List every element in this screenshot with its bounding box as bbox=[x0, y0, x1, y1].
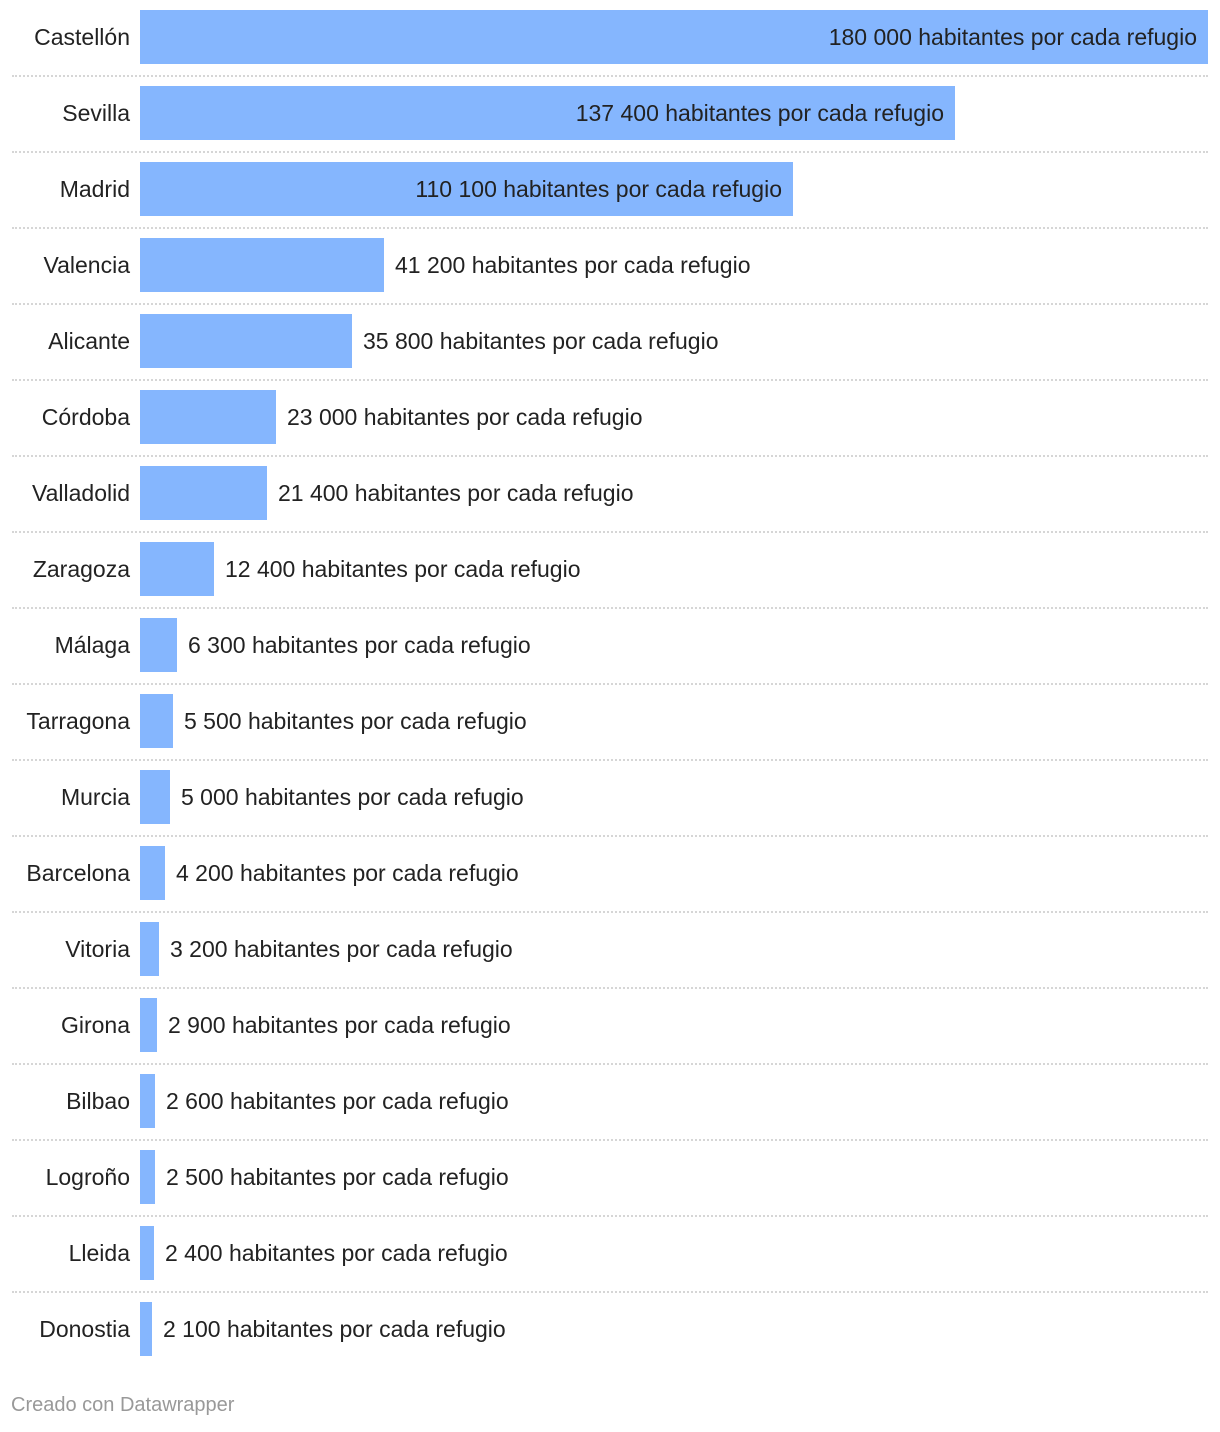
category-label: Donostia bbox=[39, 1316, 130, 1342]
row-divider bbox=[12, 75, 1208, 77]
category-label: Alicante bbox=[48, 328, 130, 354]
row-divider bbox=[12, 1063, 1208, 1065]
bar bbox=[140, 162, 793, 216]
category-label: Bilbao bbox=[66, 1088, 130, 1114]
data-label: 110 100 habitantes por cada refugio bbox=[415, 176, 782, 202]
bar-row: Málaga 6 300 habitantes por cada refugio bbox=[0, 608, 1220, 685]
bar bbox=[140, 86, 955, 140]
row-divider bbox=[12, 455, 1208, 457]
bar bbox=[140, 618, 177, 672]
bar-row: Alicante 35 800 habitantes por cada refug… bbox=[0, 304, 1220, 381]
data-label: 3 200 habitantes por cada refugio bbox=[170, 936, 513, 962]
data-label: 2 900 habitantes por cada refugio bbox=[168, 1012, 511, 1038]
data-label: 180 000 habitantes por cada refugio bbox=[828, 24, 1197, 50]
data-label: 2 400 habitantes por cada refugio bbox=[165, 1240, 508, 1266]
bar-row: Logroño 2 500 habitantes por cada refugio bbox=[0, 1140, 1220, 1217]
data-label: 41 200 habitantes por cada refugio bbox=[395, 252, 751, 278]
row-divider bbox=[12, 911, 1208, 913]
bar-row: Castellón 180 000 habitantes por cada ref… bbox=[0, 0, 1220, 77]
data-label: 35 800 habitantes por cada refugio bbox=[363, 328, 719, 354]
row-divider bbox=[12, 531, 1208, 533]
bar-row: Valladolid 21 400 habitantes por cada ref… bbox=[0, 456, 1220, 533]
bar bbox=[140, 770, 170, 824]
data-label: 12 400 habitantes por cada refugio bbox=[225, 556, 581, 582]
bar bbox=[140, 1074, 155, 1128]
data-label: 21 400 habitantes por cada refugio bbox=[278, 480, 634, 506]
row-divider bbox=[12, 683, 1208, 685]
bar-chart: Castellón 180 000 habitantes por cada ref… bbox=[0, 0, 1220, 1368]
row-divider bbox=[12, 303, 1208, 305]
bar bbox=[140, 10, 1208, 64]
data-label: 5 500 habitantes por cada refugio bbox=[184, 708, 527, 734]
bar bbox=[140, 922, 159, 976]
category-label: Madrid bbox=[59, 176, 130, 202]
bar-row: Zaragoza 12 400 habitantes por cada refug… bbox=[0, 532, 1220, 609]
bar bbox=[140, 846, 165, 900]
category-label: Valladolid bbox=[31, 480, 130, 506]
category-label: Málaga bbox=[54, 632, 130, 658]
bar bbox=[140, 542, 214, 596]
row-divider bbox=[12, 227, 1208, 229]
bar bbox=[140, 390, 276, 444]
category-label: Logroño bbox=[45, 1164, 130, 1190]
row-divider bbox=[12, 1291, 1208, 1293]
data-label: 2 100 habitantes por cada refugio bbox=[163, 1316, 506, 1342]
row-divider bbox=[12, 835, 1208, 837]
bar-row: Sevilla 137 400 habitantes por cada refug… bbox=[0, 76, 1220, 153]
category-label: Lleida bbox=[68, 1240, 130, 1266]
row-divider bbox=[12, 759, 1208, 761]
category-label: Barcelona bbox=[26, 860, 130, 886]
bar-row: Tarragona 5 500 habitantes por cada refug… bbox=[0, 684, 1220, 761]
data-label: 4 200 habitantes por cada refugio bbox=[176, 860, 519, 886]
row-divider bbox=[12, 379, 1208, 381]
category-label: Tarragona bbox=[26, 708, 130, 734]
bar-row: Murcia 5 000 habitantes por cada refugio bbox=[0, 760, 1220, 837]
bar-row: Bilbao 2 600 habitantes por cada refugio bbox=[0, 1064, 1220, 1141]
row-divider bbox=[12, 1139, 1208, 1141]
bar-row: Lleida 2 400 habitantes por cada refugio bbox=[0, 1216, 1220, 1293]
data-label: 137 400 habitantes por cada refugio bbox=[575, 100, 944, 126]
category-label: Sevilla bbox=[62, 100, 130, 126]
row-divider bbox=[12, 1215, 1208, 1217]
bar bbox=[140, 314, 352, 368]
data-label: 5 000 habitantes por cada refugio bbox=[181, 784, 524, 810]
bar bbox=[140, 1302, 152, 1356]
category-label: Murcia bbox=[60, 784, 130, 810]
data-label: 23 000 habitantes por cada refugio bbox=[287, 404, 643, 430]
bar bbox=[140, 694, 173, 748]
row-divider bbox=[12, 151, 1208, 153]
bar bbox=[140, 1150, 155, 1204]
category-label: Zaragoza bbox=[32, 556, 130, 582]
bar-row: Madrid 110 100 habitantes por cada refugi… bbox=[0, 152, 1220, 229]
bar bbox=[140, 998, 157, 1052]
category-label: Girona bbox=[60, 1012, 130, 1038]
category-label: Castellón bbox=[34, 24, 130, 50]
bar-row: Donostia 2 100 habitantes por cada refugi… bbox=[0, 1292, 1220, 1368]
data-label: 2 600 habitantes por cada refugio bbox=[166, 1088, 509, 1114]
bar-row: Vitoria 3 200 habitantes por cada refugio bbox=[0, 912, 1220, 989]
datawrapper-credit[interactable]: Creado con Datawrapper bbox=[11, 1394, 235, 1416]
data-label: 6 300 habitantes por cada refugio bbox=[188, 632, 531, 658]
bar-row: Córdoba 23 000 habitantes por cada refugi… bbox=[0, 380, 1220, 457]
bar-row: Girona 2 900 habitantes por cada refugio bbox=[0, 988, 1220, 1065]
bar-row: Valencia 41 200 habitantes por cada refug… bbox=[0, 228, 1220, 305]
bar-row: Barcelona 4 200 habitantes por cada refug… bbox=[0, 836, 1220, 913]
category-label: Valencia bbox=[43, 252, 130, 278]
row-divider bbox=[12, 607, 1208, 609]
category-label: Córdoba bbox=[41, 404, 130, 430]
bar bbox=[140, 466, 267, 520]
bar bbox=[140, 238, 384, 292]
bar bbox=[140, 1226, 154, 1280]
row-divider bbox=[12, 987, 1208, 989]
category-label: Vitoria bbox=[65, 936, 130, 962]
data-label: 2 500 habitantes por cada refugio bbox=[166, 1164, 509, 1190]
